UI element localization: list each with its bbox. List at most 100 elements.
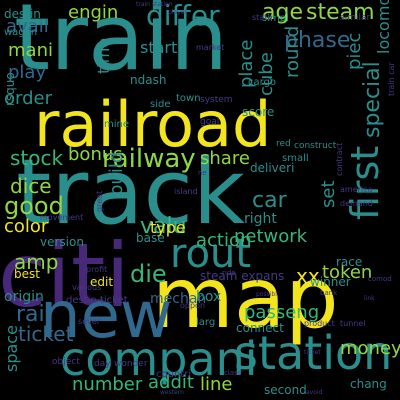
word: object bbox=[52, 357, 80, 367]
word: order bbox=[4, 88, 52, 109]
word: box bbox=[196, 289, 222, 305]
word: token bbox=[322, 262, 373, 283]
word: version bbox=[40, 235, 84, 249]
word: larg bbox=[196, 317, 216, 328]
word: round bbox=[282, 25, 303, 78]
word: origin bbox=[4, 289, 44, 305]
word: ticket bbox=[18, 322, 74, 346]
word: state bbox=[252, 13, 273, 22]
word: network bbox=[234, 226, 308, 247]
word: play bbox=[8, 62, 47, 83]
word: steam expans bbox=[200, 269, 285, 283]
word: die bbox=[130, 260, 167, 288]
word: train car bbox=[387, 62, 396, 96]
word: type bbox=[150, 218, 186, 237]
word: winner bbox=[310, 275, 351, 289]
word: bonus bbox=[68, 144, 123, 165]
word: various bbox=[72, 283, 102, 292]
word: race bbox=[336, 255, 363, 269]
word: differ bbox=[146, 0, 220, 32]
word: america bbox=[340, 185, 373, 194]
word: market bbox=[196, 43, 225, 52]
word: railroad bbox=[34, 88, 272, 161]
word: similar bbox=[340, 13, 371, 23]
word: dice bbox=[10, 174, 52, 198]
word: ride bbox=[222, 269, 236, 277]
word: number bbox=[72, 374, 143, 395]
word: time bbox=[94, 37, 113, 74]
word: passeng bbox=[244, 302, 320, 323]
word: ne bbox=[198, 169, 207, 177]
word: countri bbox=[156, 369, 192, 380]
word: steam bbox=[306, 0, 375, 25]
word: track bbox=[16, 140, 246, 245]
word: bank bbox=[320, 289, 338, 297]
word: possibl bbox=[256, 291, 277, 298]
word: movement bbox=[40, 213, 84, 222]
word: ndash bbox=[130, 73, 167, 87]
word: sever bbox=[78, 317, 101, 326]
word: amp bbox=[14, 250, 59, 274]
word: stock bbox=[10, 146, 64, 170]
word: demand bbox=[340, 199, 373, 208]
word: mechan bbox=[150, 291, 207, 307]
word: system bbox=[200, 95, 233, 105]
word: set bbox=[318, 180, 339, 208]
word: train bbox=[14, 0, 229, 91]
word: addit bbox=[148, 372, 194, 393]
word: construct bbox=[294, 141, 337, 151]
word: start bbox=[140, 38, 178, 57]
word: color bbox=[4, 216, 49, 237]
word: side bbox=[150, 99, 171, 110]
word: ticket bbox=[304, 349, 321, 356]
word: share bbox=[200, 148, 250, 169]
word: new bbox=[40, 279, 173, 353]
word: car bbox=[252, 188, 287, 213]
word: chang bbox=[350, 377, 387, 391]
word: rail bbox=[16, 302, 51, 327]
word: oppon bbox=[180, 301, 206, 310]
word: island bbox=[174, 187, 198, 196]
word: avail bbox=[6, 16, 49, 37]
word: special bbox=[360, 61, 385, 138]
word: contract bbox=[335, 142, 344, 176]
word: second bbox=[264, 383, 307, 397]
word: link bbox=[364, 295, 375, 302]
word: train station bbox=[136, 1, 173, 8]
word: score bbox=[242, 105, 275, 119]
word: rout bbox=[170, 231, 252, 277]
word: destin ticket bbox=[66, 295, 128, 306]
word: deliveri bbox=[250, 161, 295, 175]
word: connect bbox=[236, 321, 284, 335]
word: profit bbox=[86, 265, 108, 274]
word: wonder bbox=[114, 359, 148, 369]
word: mine bbox=[104, 119, 130, 130]
word: rsquo bbox=[3, 72, 17, 106]
word: station bbox=[234, 326, 393, 380]
word: cargo bbox=[248, 77, 277, 88]
word: destin bbox=[4, 7, 41, 21]
word: player bbox=[168, 9, 187, 16]
word: wagon bbox=[4, 27, 38, 38]
word: tunnel bbox=[340, 319, 366, 328]
word: locomot bbox=[374, 0, 393, 54]
word: money bbox=[340, 338, 400, 359]
word: right bbox=[244, 211, 277, 227]
word: space bbox=[2, 325, 21, 372]
word: xx bbox=[296, 264, 320, 288]
word: western bbox=[160, 389, 184, 396]
word: red bbox=[276, 139, 291, 149]
word: map bbox=[152, 249, 339, 347]
word: age bbox=[262, 0, 303, 25]
word: simpl bbox=[262, 13, 289, 24]
word: best bbox=[14, 267, 40, 281]
word: comod bbox=[368, 275, 392, 283]
word: railway bbox=[102, 144, 196, 174]
word: citi bbox=[0, 224, 130, 327]
word: town bbox=[176, 93, 201, 104]
word: class bbox=[224, 369, 242, 377]
word: valu bbox=[140, 214, 187, 239]
word: compani bbox=[60, 332, 258, 386]
word: product bbox=[304, 319, 335, 328]
